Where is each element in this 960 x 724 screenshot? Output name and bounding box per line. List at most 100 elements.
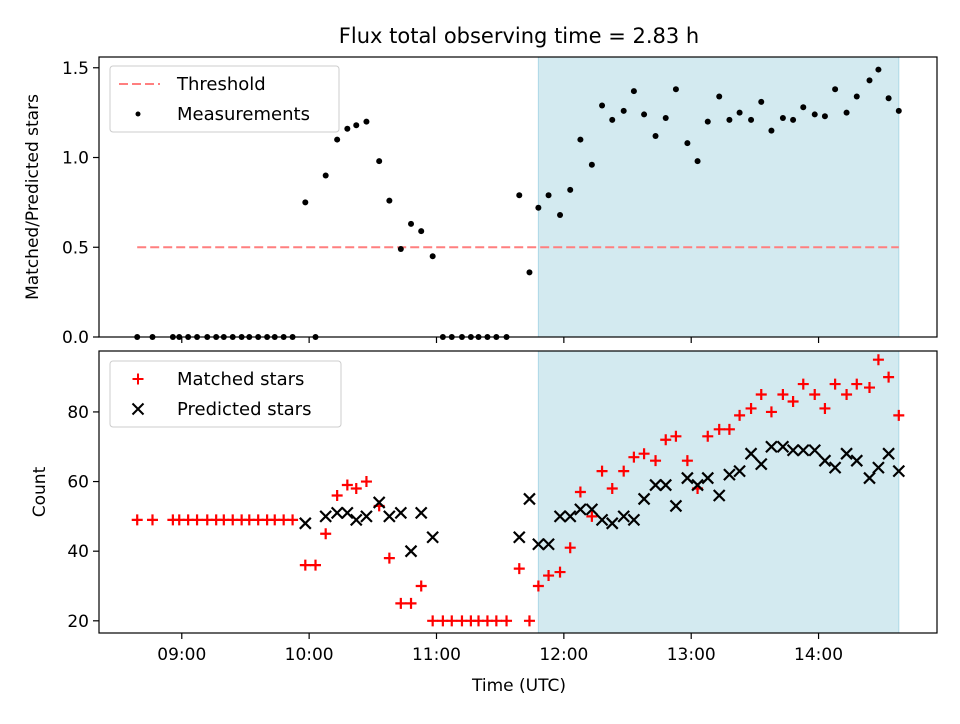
- x-tick-label: 09:00: [157, 645, 206, 665]
- measurement-point: [768, 127, 775, 134]
- matched-star-point: [596, 465, 608, 477]
- matched-star-point: [586, 510, 598, 522]
- predicted-star-point: [585, 503, 599, 516]
- x-tick-label: 13:00: [667, 645, 716, 665]
- predicted-star-point: [681, 471, 694, 485]
- measurement-point: [557, 211, 564, 218]
- matched-star-point: [787, 395, 799, 407]
- matched-star-point: [734, 409, 746, 421]
- y-tick-label: 80: [67, 403, 89, 423]
- predicted-star-point: [733, 464, 746, 478]
- y-ticks: 0.0 0.5 1.0 1.5: [62, 59, 99, 348]
- measurement-point: [843, 109, 850, 116]
- measurement-point: [545, 192, 552, 199]
- measurement-point: [418, 228, 425, 235]
- x-ticks-bottom-panel: 09:00 10:00 11:00 12:00 13:00 14:00: [157, 633, 843, 665]
- predicted-star-point: [404, 544, 418, 558]
- matched-star-point: [628, 451, 640, 463]
- matched-star-point: [883, 371, 895, 383]
- measurement-point: [895, 107, 902, 114]
- predicted-star-point: [394, 506, 408, 520]
- matched-star-point: [383, 552, 395, 564]
- measurement-point: [408, 220, 415, 227]
- predicted-star-point: [523, 492, 536, 506]
- matched-star-point: [660, 434, 672, 446]
- predicted-star-point: [892, 464, 906, 478]
- matched-star-point: [350, 483, 362, 495]
- measurement-point: [386, 197, 393, 204]
- predicted-star-point: [617, 510, 630, 523]
- predicted-star-point: [595, 513, 609, 527]
- y-ticks: 20 40 60 80: [67, 403, 99, 632]
- measurement-point: [588, 161, 595, 168]
- measurement-point: [353, 122, 360, 129]
- measurement-point: [535, 204, 542, 211]
- measurement-point: [811, 111, 818, 118]
- matched-star-point: [146, 514, 158, 526]
- x-tick-label: 11:00: [412, 645, 461, 665]
- legend-top: Threshold Measurements: [109, 65, 340, 133]
- predicted-star-point: [828, 461, 842, 474]
- y-axis-label-count: Count: [30, 466, 50, 517]
- predicted-star-point: [712, 489, 726, 502]
- measurement-point: [397, 246, 404, 253]
- highlight-span: [537, 56, 900, 338]
- predicted-star-point: [840, 447, 853, 460]
- matched-star-point: [864, 382, 876, 394]
- legend-box: [109, 360, 342, 428]
- measurement-point: [832, 86, 839, 93]
- matched-star-point: [797, 378, 809, 390]
- legend-predicted-label: Predicted stars: [177, 399, 311, 420]
- legend-bottom: Matched stars Predicted stars: [109, 360, 342, 428]
- predicted-star-point: [850, 454, 864, 467]
- matched-star-point: [765, 406, 777, 418]
- predicted-star-point: [383, 510, 396, 523]
- predicted-star-point: [319, 510, 332, 523]
- measurement-point: [779, 115, 786, 122]
- predicted-star-point: [553, 510, 567, 523]
- matched-star-point: [415, 580, 427, 592]
- measurement-point: [620, 107, 627, 114]
- measurement-point: [821, 113, 828, 120]
- predicted-star-point: [627, 513, 641, 527]
- measurement-point: [716, 93, 723, 100]
- predicted-star-point: [701, 471, 715, 485]
- measurement-point: [853, 93, 860, 100]
- predicted-star-point: [882, 447, 895, 460]
- matched-star-point: [670, 430, 682, 442]
- matched-star-point: [331, 489, 343, 501]
- matched-star-point: [745, 402, 757, 414]
- measurement-point: [748, 116, 755, 123]
- matched-star-point: [191, 514, 203, 526]
- measurement-point: [704, 118, 711, 125]
- matched-star-point: [755, 389, 767, 401]
- measurement-point: [302, 199, 309, 206]
- predicted-star-point: [723, 468, 736, 481]
- matched-star-point: [320, 528, 332, 540]
- matched-star-point: [131, 514, 143, 526]
- measurement-point: [577, 136, 584, 143]
- predicted-star-point: [330, 506, 344, 520]
- matched-star-point: [606, 483, 618, 495]
- measurement-point: [599, 102, 606, 109]
- matched-star-point: [829, 378, 841, 390]
- matched-star-point: [513, 563, 525, 575]
- predicted-star-point: [691, 478, 704, 492]
- measurement-point: [526, 269, 533, 276]
- measurement-point: [726, 116, 733, 123]
- measurement-point: [790, 116, 797, 123]
- count-points: [131, 354, 906, 627]
- measurement-point: [363, 118, 370, 125]
- measurement-point: [885, 95, 892, 102]
- predicted-star-point: [649, 478, 662, 492]
- predicted-star-point: [808, 443, 822, 457]
- matched-star-point: [713, 423, 725, 435]
- matched-star-point: [618, 465, 630, 477]
- measurement-point: [672, 86, 679, 93]
- y-tick-label: 0.5: [62, 238, 89, 258]
- measurement-point: [334, 136, 341, 143]
- predicted-star-point: [786, 443, 800, 457]
- matched-star-point: [681, 455, 693, 467]
- matched-star-point: [341, 479, 353, 491]
